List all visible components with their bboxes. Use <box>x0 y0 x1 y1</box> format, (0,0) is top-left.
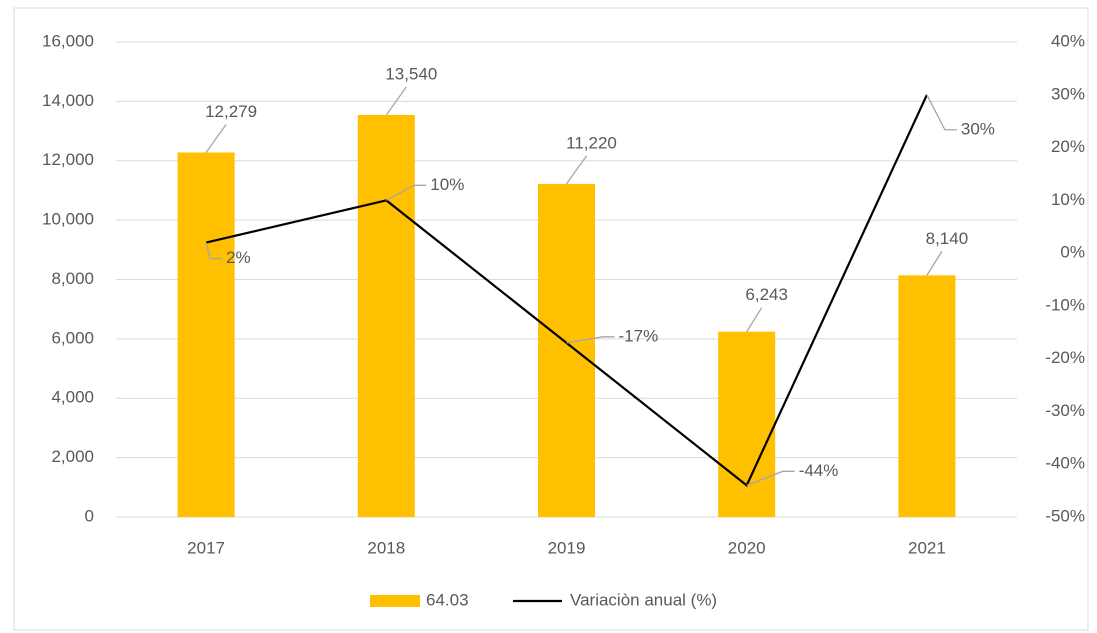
y2-tick-label: -30% <box>1045 401 1085 420</box>
x-tick-label: 2020 <box>728 538 766 557</box>
y-tick-label: 16,000 <box>42 31 94 50</box>
y-tick-label: 6,000 <box>51 328 94 347</box>
y-tick-label: 2,000 <box>51 447 94 466</box>
y-tick-label: 4,000 <box>51 388 94 407</box>
x-tick-label: 2019 <box>548 538 586 557</box>
y2-tick-label: 0% <box>1060 243 1085 262</box>
data-label: -17% <box>619 326 659 345</box>
y-tick-label: 14,000 <box>42 91 94 110</box>
data-label: 10% <box>430 175 464 194</box>
y2-tick-label: -40% <box>1045 454 1085 473</box>
data-label: 6,243 <box>745 285 788 304</box>
y2-tick-label: -50% <box>1045 506 1085 525</box>
y-tick-label: 8,000 <box>51 269 94 288</box>
x-tick-label: 2018 <box>367 538 405 557</box>
leader-line <box>205 242 223 260</box>
x-tick-label: 2021 <box>908 538 946 557</box>
y-tick-label: 10,000 <box>42 210 94 229</box>
bar <box>898 275 956 517</box>
leader-line <box>565 155 588 185</box>
y-tick-label: 0 <box>85 506 94 525</box>
y2-tick-label: 40% <box>1051 31 1085 50</box>
y2-tick-label: 20% <box>1051 137 1085 156</box>
data-label: 11,220 <box>566 133 617 152</box>
y2-tick-label: -10% <box>1045 295 1085 314</box>
leader-line <box>926 250 943 276</box>
bar <box>177 152 235 517</box>
leader-line <box>205 124 227 153</box>
y2-tick-label: -20% <box>1045 348 1085 367</box>
y-tick-label: 12,000 <box>42 150 94 169</box>
data-label: -44% <box>799 461 839 480</box>
leader-line <box>926 94 957 131</box>
leader-line <box>566 336 615 344</box>
y2-tick-label: 30% <box>1051 84 1085 103</box>
data-label: 12,279 <box>205 102 257 121</box>
data-label: 13,540 <box>385 65 437 84</box>
leader-line <box>746 470 795 486</box>
legend-swatch <box>370 595 420 607</box>
legend-label: 64.03 <box>426 590 469 609</box>
bar <box>357 115 415 517</box>
x-tick-label: 2017 <box>187 538 225 557</box>
data-label: 8,140 <box>926 229 969 248</box>
bar <box>718 331 776 517</box>
bar <box>538 183 595 517</box>
data-label: 2% <box>226 248 251 267</box>
leader-line <box>746 307 763 333</box>
legend-label: Variaciòn anual (%) <box>570 590 717 609</box>
data-label: 30% <box>961 119 995 138</box>
leader-line <box>385 184 427 201</box>
y2-tick-label: 10% <box>1051 190 1085 209</box>
leader-line <box>385 86 407 116</box>
